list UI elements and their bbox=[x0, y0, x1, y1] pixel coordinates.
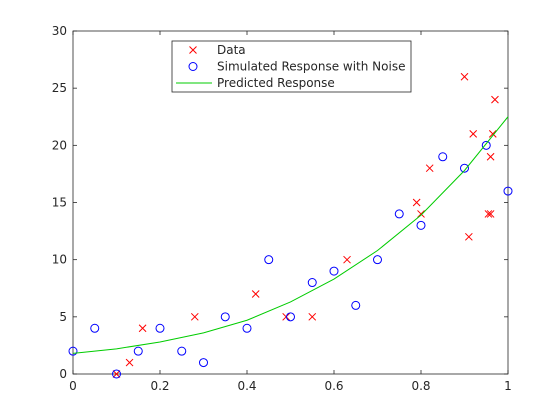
data-point-x-marker bbox=[138, 324, 147, 333]
y-axis: 0 5 10 15 20 25 30 bbox=[52, 24, 508, 381]
simulated-point-circle-marker bbox=[329, 266, 339, 276]
legend: Data Simulated Response with Noise Predict… bbox=[171, 40, 412, 93]
simulated-point-circle-marker bbox=[373, 255, 382, 265]
data-point-x-marker bbox=[491, 95, 499, 104]
series-layer bbox=[68, 72, 513, 379]
legend-item: Simulated Response with Noise bbox=[188, 60, 405, 74]
data-point-x-marker bbox=[190, 312, 199, 321]
simulated-point-circle-marker bbox=[177, 346, 187, 356]
simulated-point-circle-marker bbox=[112, 369, 121, 379]
y-tick-label: 30 bbox=[52, 24, 67, 38]
simulated-point-circle-marker bbox=[133, 346, 143, 356]
x-tick-label: 0.6 bbox=[324, 379, 343, 393]
simulated-point-circle-marker bbox=[220, 312, 230, 322]
data-point-x-marker bbox=[308, 312, 317, 321]
x-tick-label: 0.4 bbox=[237, 379, 256, 393]
data-point-x-marker bbox=[484, 210, 493, 218]
simulated-point-circle-marker bbox=[155, 323, 165, 333]
simulated-point-circle-marker bbox=[481, 140, 491, 150]
simulated-point-circle-marker bbox=[90, 323, 100, 333]
simulated-point-circle-marker bbox=[286, 312, 295, 322]
data-point-x-marker bbox=[486, 152, 495, 161]
x-tick-label: 0.2 bbox=[150, 379, 169, 393]
simulated-point-circle-marker bbox=[438, 152, 448, 162]
data-point-x-marker bbox=[125, 358, 134, 367]
predicted-response-line bbox=[72, 116, 509, 354]
series-2 bbox=[72, 116, 509, 354]
y-tick-label: 20 bbox=[52, 138, 67, 152]
simulated-point-circle-marker bbox=[460, 163, 469, 173]
simulated-point-circle-marker bbox=[394, 209, 404, 219]
legend-label: Simulated Response with Noise bbox=[217, 60, 405, 74]
data-point-x-marker bbox=[412, 198, 421, 207]
y-tick-label: 5 bbox=[59, 310, 67, 324]
data-point-x-marker bbox=[251, 290, 260, 298]
legend-circle-marker bbox=[188, 62, 198, 71]
data-point-x-marker bbox=[469, 130, 478, 138]
simulated-point-circle-marker bbox=[416, 220, 426, 230]
legend-item: Predicted Response bbox=[176, 76, 335, 90]
data-point-x-marker bbox=[464, 232, 473, 241]
simulated-point-circle-marker bbox=[264, 255, 274, 265]
series-0 bbox=[112, 72, 499, 378]
simulated-point-circle-marker bbox=[503, 186, 513, 196]
data-point-x-marker bbox=[488, 130, 497, 138]
simulated-point-circle-marker bbox=[199, 358, 208, 368]
legend-label: Predicted Response bbox=[217, 76, 335, 90]
legend-item: Data bbox=[189, 43, 246, 57]
x-tick-label: 1 bbox=[504, 379, 512, 393]
x-tick-label: 0.8 bbox=[411, 379, 430, 393]
legend-x-marker bbox=[189, 46, 197, 54]
simulated-point-circle-marker bbox=[68, 346, 78, 356]
y-tick-label: 0 bbox=[59, 367, 67, 381]
legend-label: Data bbox=[217, 43, 246, 57]
data-point-x-marker bbox=[343, 255, 351, 264]
simulated-point-circle-marker bbox=[307, 278, 317, 288]
x-axis: 0 0.2 0.4 0.6 0.8 1 bbox=[69, 31, 512, 393]
simulated-point-circle-marker bbox=[351, 300, 361, 310]
x-tick-label: 0 bbox=[69, 379, 77, 393]
data-point-x-marker bbox=[417, 210, 425, 218]
data-point-x-marker bbox=[460, 72, 469, 81]
y-tick-label: 10 bbox=[52, 253, 67, 267]
simulated-point-circle-marker bbox=[242, 323, 252, 333]
data-point-x-marker bbox=[486, 210, 495, 218]
y-tick-label: 15 bbox=[52, 196, 67, 210]
series-1 bbox=[68, 140, 513, 379]
data-point-x-marker bbox=[425, 164, 434, 173]
data-point-x-marker bbox=[112, 370, 121, 378]
y-tick-label: 25 bbox=[52, 81, 67, 95]
